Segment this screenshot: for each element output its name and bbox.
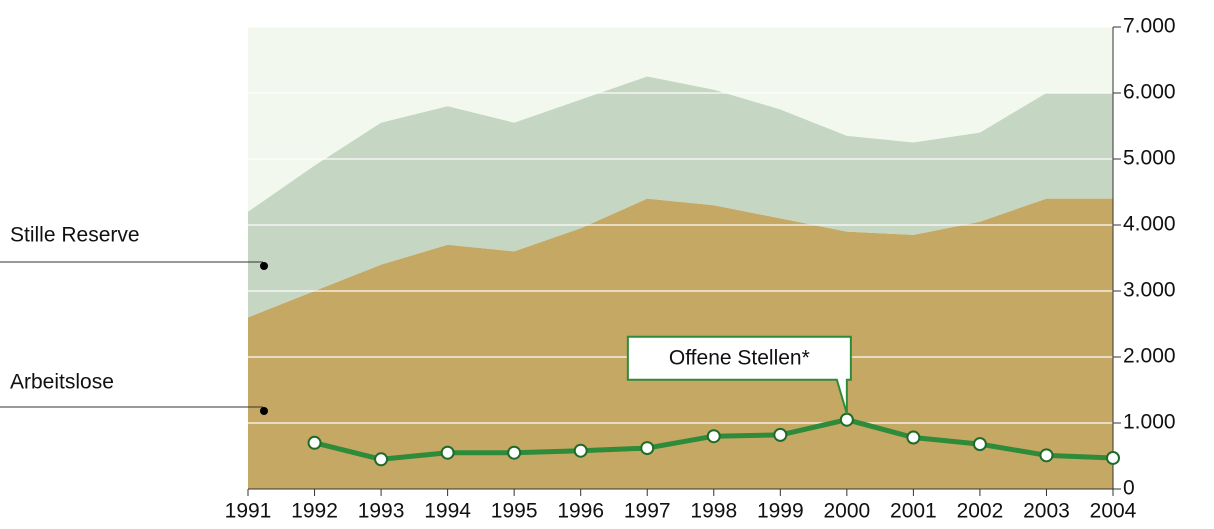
marker (573, 443, 588, 458)
x-tick-label: 1996 (557, 500, 604, 523)
y-tick-label: 2.000 (1123, 345, 1176, 368)
marker (374, 452, 389, 467)
marker (307, 435, 322, 450)
y-tick-label: 6.000 (1123, 81, 1176, 104)
x-tick-label: 1997 (624, 500, 671, 523)
annotation-label: Offene Stellen* (669, 347, 810, 370)
marker (839, 412, 854, 427)
y-tick-label: 1.000 (1123, 411, 1176, 434)
legend-dot (260, 407, 268, 415)
x-tick-label: 2002 (957, 500, 1004, 523)
x-tick-label: 1994 (424, 500, 471, 523)
x-tick-label: 1992 (291, 500, 338, 523)
legend-dot (260, 262, 268, 270)
y-tick-label: 0 (1123, 477, 1135, 500)
x-tick-label: 1995 (491, 500, 538, 523)
x-tick-label: 1991 (225, 500, 272, 523)
marker (640, 441, 655, 456)
marker (507, 445, 522, 460)
y-tick-label: 3.000 (1123, 279, 1176, 302)
marker (706, 429, 721, 444)
x-tick-label: 2000 (823, 500, 870, 523)
x-tick-label: 1993 (358, 500, 405, 523)
marker (1106, 450, 1120, 465)
y-tick-label: 5.000 (1123, 147, 1176, 170)
marker (906, 430, 921, 445)
x-tick-label: 1998 (690, 500, 737, 523)
y-tick-label: 4.000 (1123, 213, 1176, 236)
marker (972, 437, 987, 452)
marker (1039, 448, 1054, 463)
x-tick-label: 2004 (1090, 500, 1137, 523)
x-tick-label: 2001 (890, 500, 937, 523)
annotation-box (626, 335, 852, 414)
y-tick-label: 7.000 (1123, 15, 1176, 38)
marker (773, 427, 788, 442)
legend-label: Arbeitslose (10, 371, 114, 394)
legend-label: Stille Reserve (10, 224, 140, 247)
marker (440, 445, 455, 460)
x-tick-label: 1999 (757, 500, 804, 523)
area (248, 76, 1113, 318)
x-tick-label: 2003 (1023, 500, 1070, 523)
